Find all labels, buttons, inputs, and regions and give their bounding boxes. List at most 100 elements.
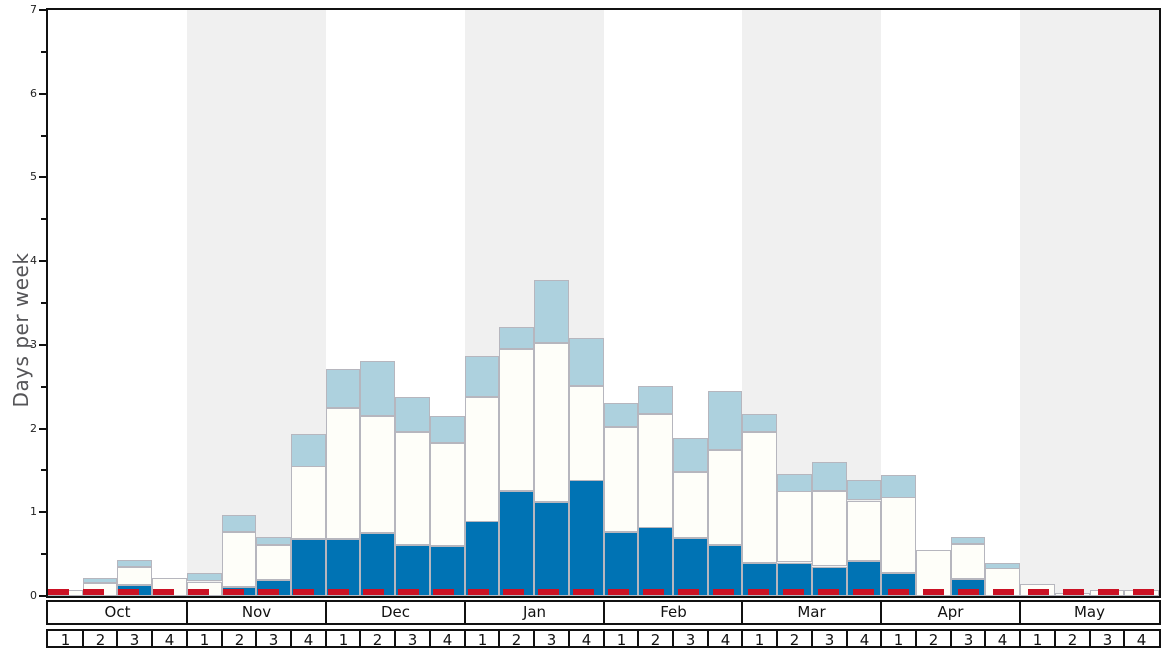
bar-segment-light_blue_days [638, 386, 673, 414]
bar-segment-dark_blue_days [534, 502, 569, 596]
week-row-divider [359, 629, 361, 648]
bar-segment-dark_blue_days [708, 545, 742, 596]
week-row-divider [186, 629, 188, 648]
y-axis-minor-tick [41, 386, 46, 388]
bar-segment-light_blue_days [256, 537, 291, 545]
week-row-divider [1019, 629, 1021, 648]
bar-segment-dark_blue_days [465, 521, 499, 596]
month-label: Dec [380, 603, 411, 621]
bar-segment-light_blue_days [465, 356, 499, 397]
week-number-label: 4 [997, 631, 1008, 648]
week-number-label: 1 [1032, 631, 1043, 648]
bar-segment-light_blue_days [534, 280, 569, 343]
week-row-divider [151, 629, 153, 648]
month-label: Jan [522, 603, 547, 621]
y-axis-minor-tick [41, 51, 46, 53]
week-row-divider [568, 629, 570, 648]
y-axis-tick-label: 0 [30, 589, 37, 602]
week-number-label: 3 [824, 631, 835, 648]
bar-segment-light_blue_days [395, 397, 430, 432]
month-label: Oct [104, 603, 131, 621]
week-row-divider [846, 629, 848, 648]
y-axis-major-tick [39, 93, 46, 95]
bar-segment-white_days [708, 450, 742, 545]
bar-segment-dark_blue_days [673, 538, 708, 596]
month-label: Nov [241, 603, 272, 621]
y-axis-tick-label: 2 [30, 422, 37, 435]
week-row-divider [1054, 629, 1056, 648]
bar-segment-light_blue_days [291, 434, 326, 467]
bar-segment-dark_blue_days [569, 480, 604, 596]
month-row-divider [186, 600, 188, 625]
bar-segment-white_days [465, 397, 499, 522]
month-row-divider [741, 600, 743, 625]
week-number-label: 4 [720, 631, 731, 648]
week-row-divider [221, 629, 223, 648]
y-axis-minor-tick [41, 302, 46, 304]
bar-segment-light_blue_days [83, 578, 117, 583]
bar-segment-white_days [430, 443, 465, 546]
bar-segment-light_blue_days [985, 563, 1020, 569]
bar-segment-dark_blue_days [430, 546, 465, 596]
week-number-label: 3 [1102, 631, 1113, 648]
week-number-label: 3 [546, 631, 557, 648]
month-row-divider [325, 600, 327, 625]
bar-segment-dark_blue_days [291, 539, 326, 596]
week-number-label: 2 [372, 631, 383, 648]
bar-segment-white_days [569, 386, 604, 481]
bar-segment-light_blue_days [812, 462, 847, 491]
bar-segment-dark_blue_days [604, 532, 638, 596]
bar-segment-light_blue_days [360, 361, 395, 416]
y-axis-major-tick [39, 595, 46, 597]
bar-segment-white_days [360, 416, 395, 533]
week-number-label: 4 [164, 631, 175, 648]
y-axis-tick-label: 1 [30, 505, 37, 518]
month-row-divider [603, 600, 605, 625]
y-axis-minor-tick [41, 469, 46, 471]
month-shading-band [1020, 10, 1159, 596]
week-number-label: 1 [338, 631, 349, 648]
week-number-label: 4 [303, 631, 314, 648]
y-axis-major-tick [39, 176, 46, 178]
bar-segment-white_days [847, 501, 881, 561]
month-label: Feb [660, 603, 687, 621]
week-row-divider [325, 629, 327, 648]
bar-segment-white_days [638, 414, 673, 528]
bar-segment-light_blue_days [604, 403, 638, 427]
bar-segment-white_days [742, 432, 777, 563]
bar-segment-light_blue_days [187, 573, 222, 581]
week-number-label: 2 [928, 631, 939, 648]
bar-segment-light_blue_days [222, 515, 256, 532]
bar-segment-light_blue_days [117, 560, 152, 567]
y-axis-tick-label: 7 [30, 3, 37, 16]
bar-segment-white_days [881, 497, 916, 573]
bar-segment-white_days [291, 466, 326, 539]
y-axis-minor-tick [41, 218, 46, 220]
week-row-divider [741, 629, 743, 648]
week-number-label: 1 [754, 631, 765, 648]
bar-segment-light_blue_days [951, 537, 985, 544]
week-row-divider [603, 629, 605, 648]
bar-segment-dark_blue_days [326, 539, 360, 596]
bar-segment-light_blue_days [673, 438, 708, 472]
bar-segment-white_days [499, 349, 534, 491]
bar-segment-light_blue_days [881, 475, 916, 498]
bar-segment-white_days [777, 491, 812, 562]
week-number-label: 1 [477, 631, 488, 648]
week-row-divider [776, 629, 778, 648]
bar-segment-white_days [534, 343, 569, 502]
week-number-label: 1 [893, 631, 904, 648]
week-row-divider [637, 629, 639, 648]
week-number-label: 4 [442, 631, 453, 648]
week-row-divider [290, 629, 292, 648]
bar-segment-light_blue_days [742, 414, 777, 432]
week-number-label: 3 [963, 631, 974, 648]
bar-segment-white_days [604, 427, 638, 532]
week-row-divider [880, 629, 882, 648]
bar-segment-light_blue_days [777, 474, 812, 492]
y-axis-minor-tick [41, 553, 46, 555]
week-row-divider [464, 629, 466, 648]
week-number-label: 3 [407, 631, 418, 648]
week-row-divider [811, 629, 813, 648]
